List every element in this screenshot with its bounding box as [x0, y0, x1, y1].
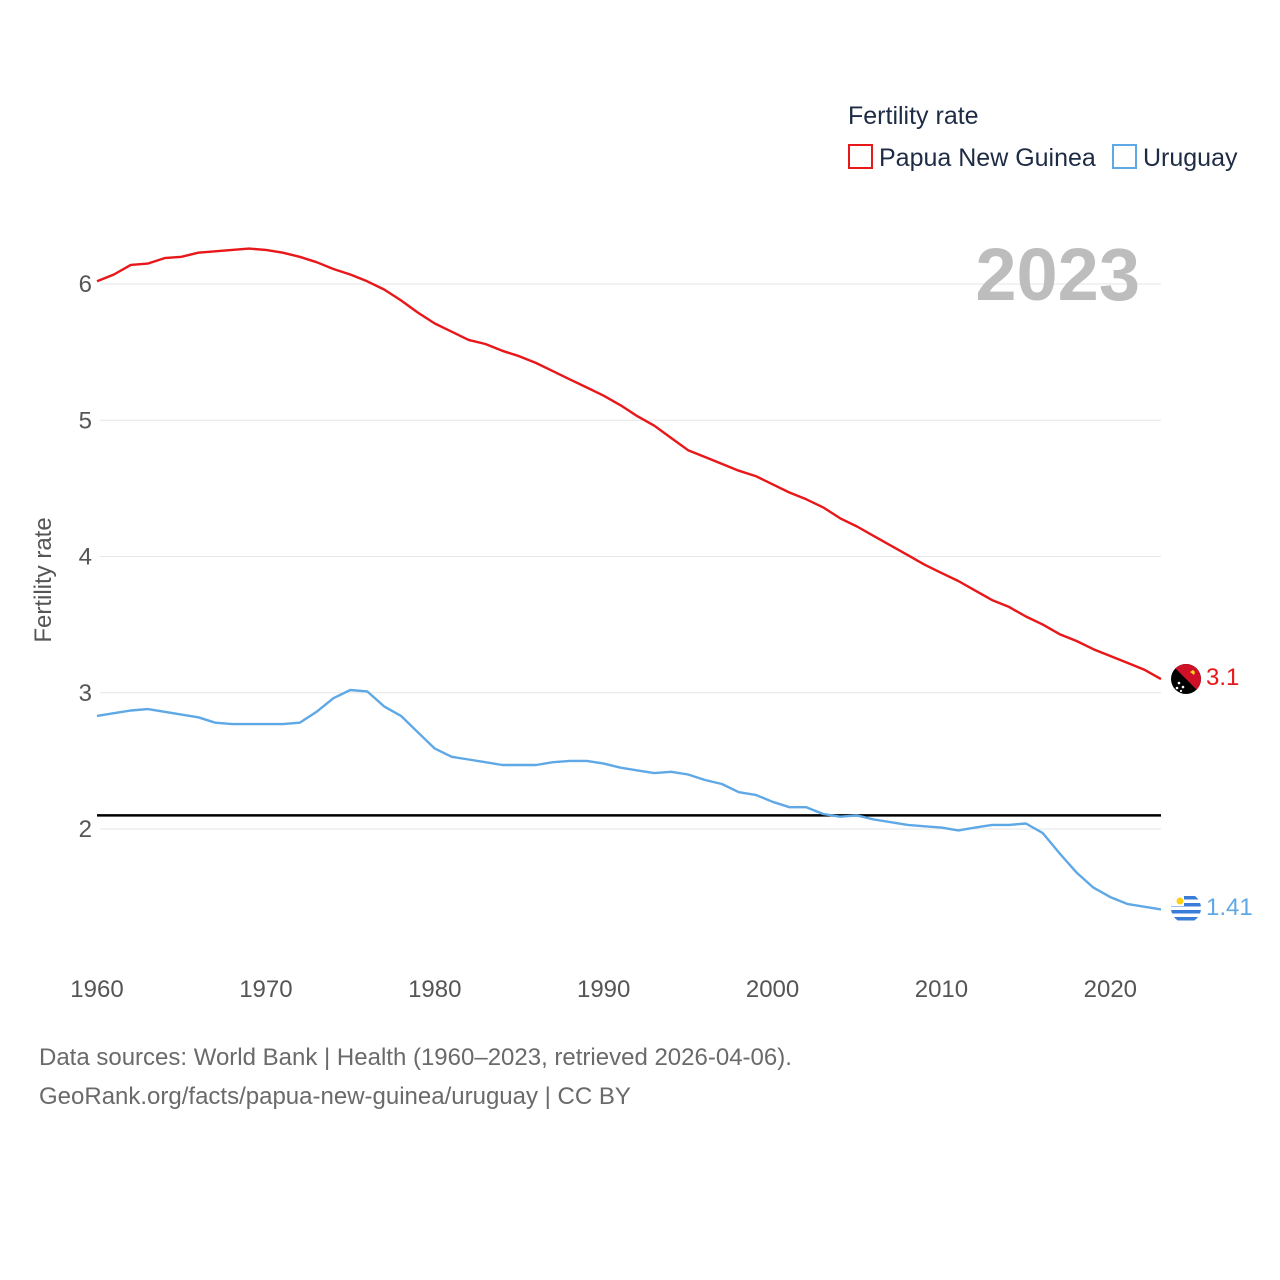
legend-swatch-uruguay[interactable]: [1112, 144, 1137, 169]
y-tick-label: 4: [79, 544, 92, 571]
end-label-papua-new-guinea: 3.1: [1206, 664, 1239, 691]
legend-title: Fertility rate: [848, 102, 979, 130]
x-tick-label: 1960: [70, 976, 123, 1003]
year-label: 2023: [975, 233, 1140, 316]
legend: Fertility rate Papua New Guinea Uruguay: [848, 102, 1238, 172]
series-line-papua-new-guinea: [96, 247, 1162, 681]
y-axis-ticks: 2 3 4 5 6: [79, 271, 92, 843]
legend-label-uruguay[interactable]: Uruguay: [1143, 144, 1238, 172]
x-tick-label: 2010: [915, 976, 968, 1003]
legend-label-papua-new-guinea[interactable]: Papua New Guinea: [879, 144, 1096, 172]
x-tick-label: 2000: [746, 976, 799, 1003]
papua-new-guinea-flag-icon: [1171, 664, 1201, 694]
x-tick-label: 2020: [1084, 976, 1137, 1003]
uruguay-flag-icon: [1171, 893, 1201, 923]
gridlines: [100, 283, 1161, 830]
y-tick-label: 5: [79, 407, 92, 434]
y-tick-label: 2: [79, 816, 92, 843]
legend-swatch-papua-new-guinea[interactable]: [848, 144, 873, 169]
end-label-uruguay: 1.41: [1206, 894, 1253, 921]
x-axis-ticks: 1960 1970 1980 1990 2000 2010 2020: [70, 976, 1137, 1003]
footer-credit[interactable]: GeoRank.org/facts/papua-new-guinea/urugu…: [39, 1083, 631, 1110]
x-tick-label: 1980: [408, 976, 461, 1003]
y-tick-label: 6: [79, 271, 92, 298]
x-tick-label: 1990: [577, 976, 630, 1003]
y-tick-label: 3: [79, 680, 92, 707]
series-line-uruguay: [96, 688, 1162, 911]
footer-source: Data sources: World Bank | Health (1960–…: [39, 1044, 792, 1071]
x-tick-label: 1970: [239, 976, 292, 1003]
y-axis-label: Fertility rate: [30, 517, 57, 642]
